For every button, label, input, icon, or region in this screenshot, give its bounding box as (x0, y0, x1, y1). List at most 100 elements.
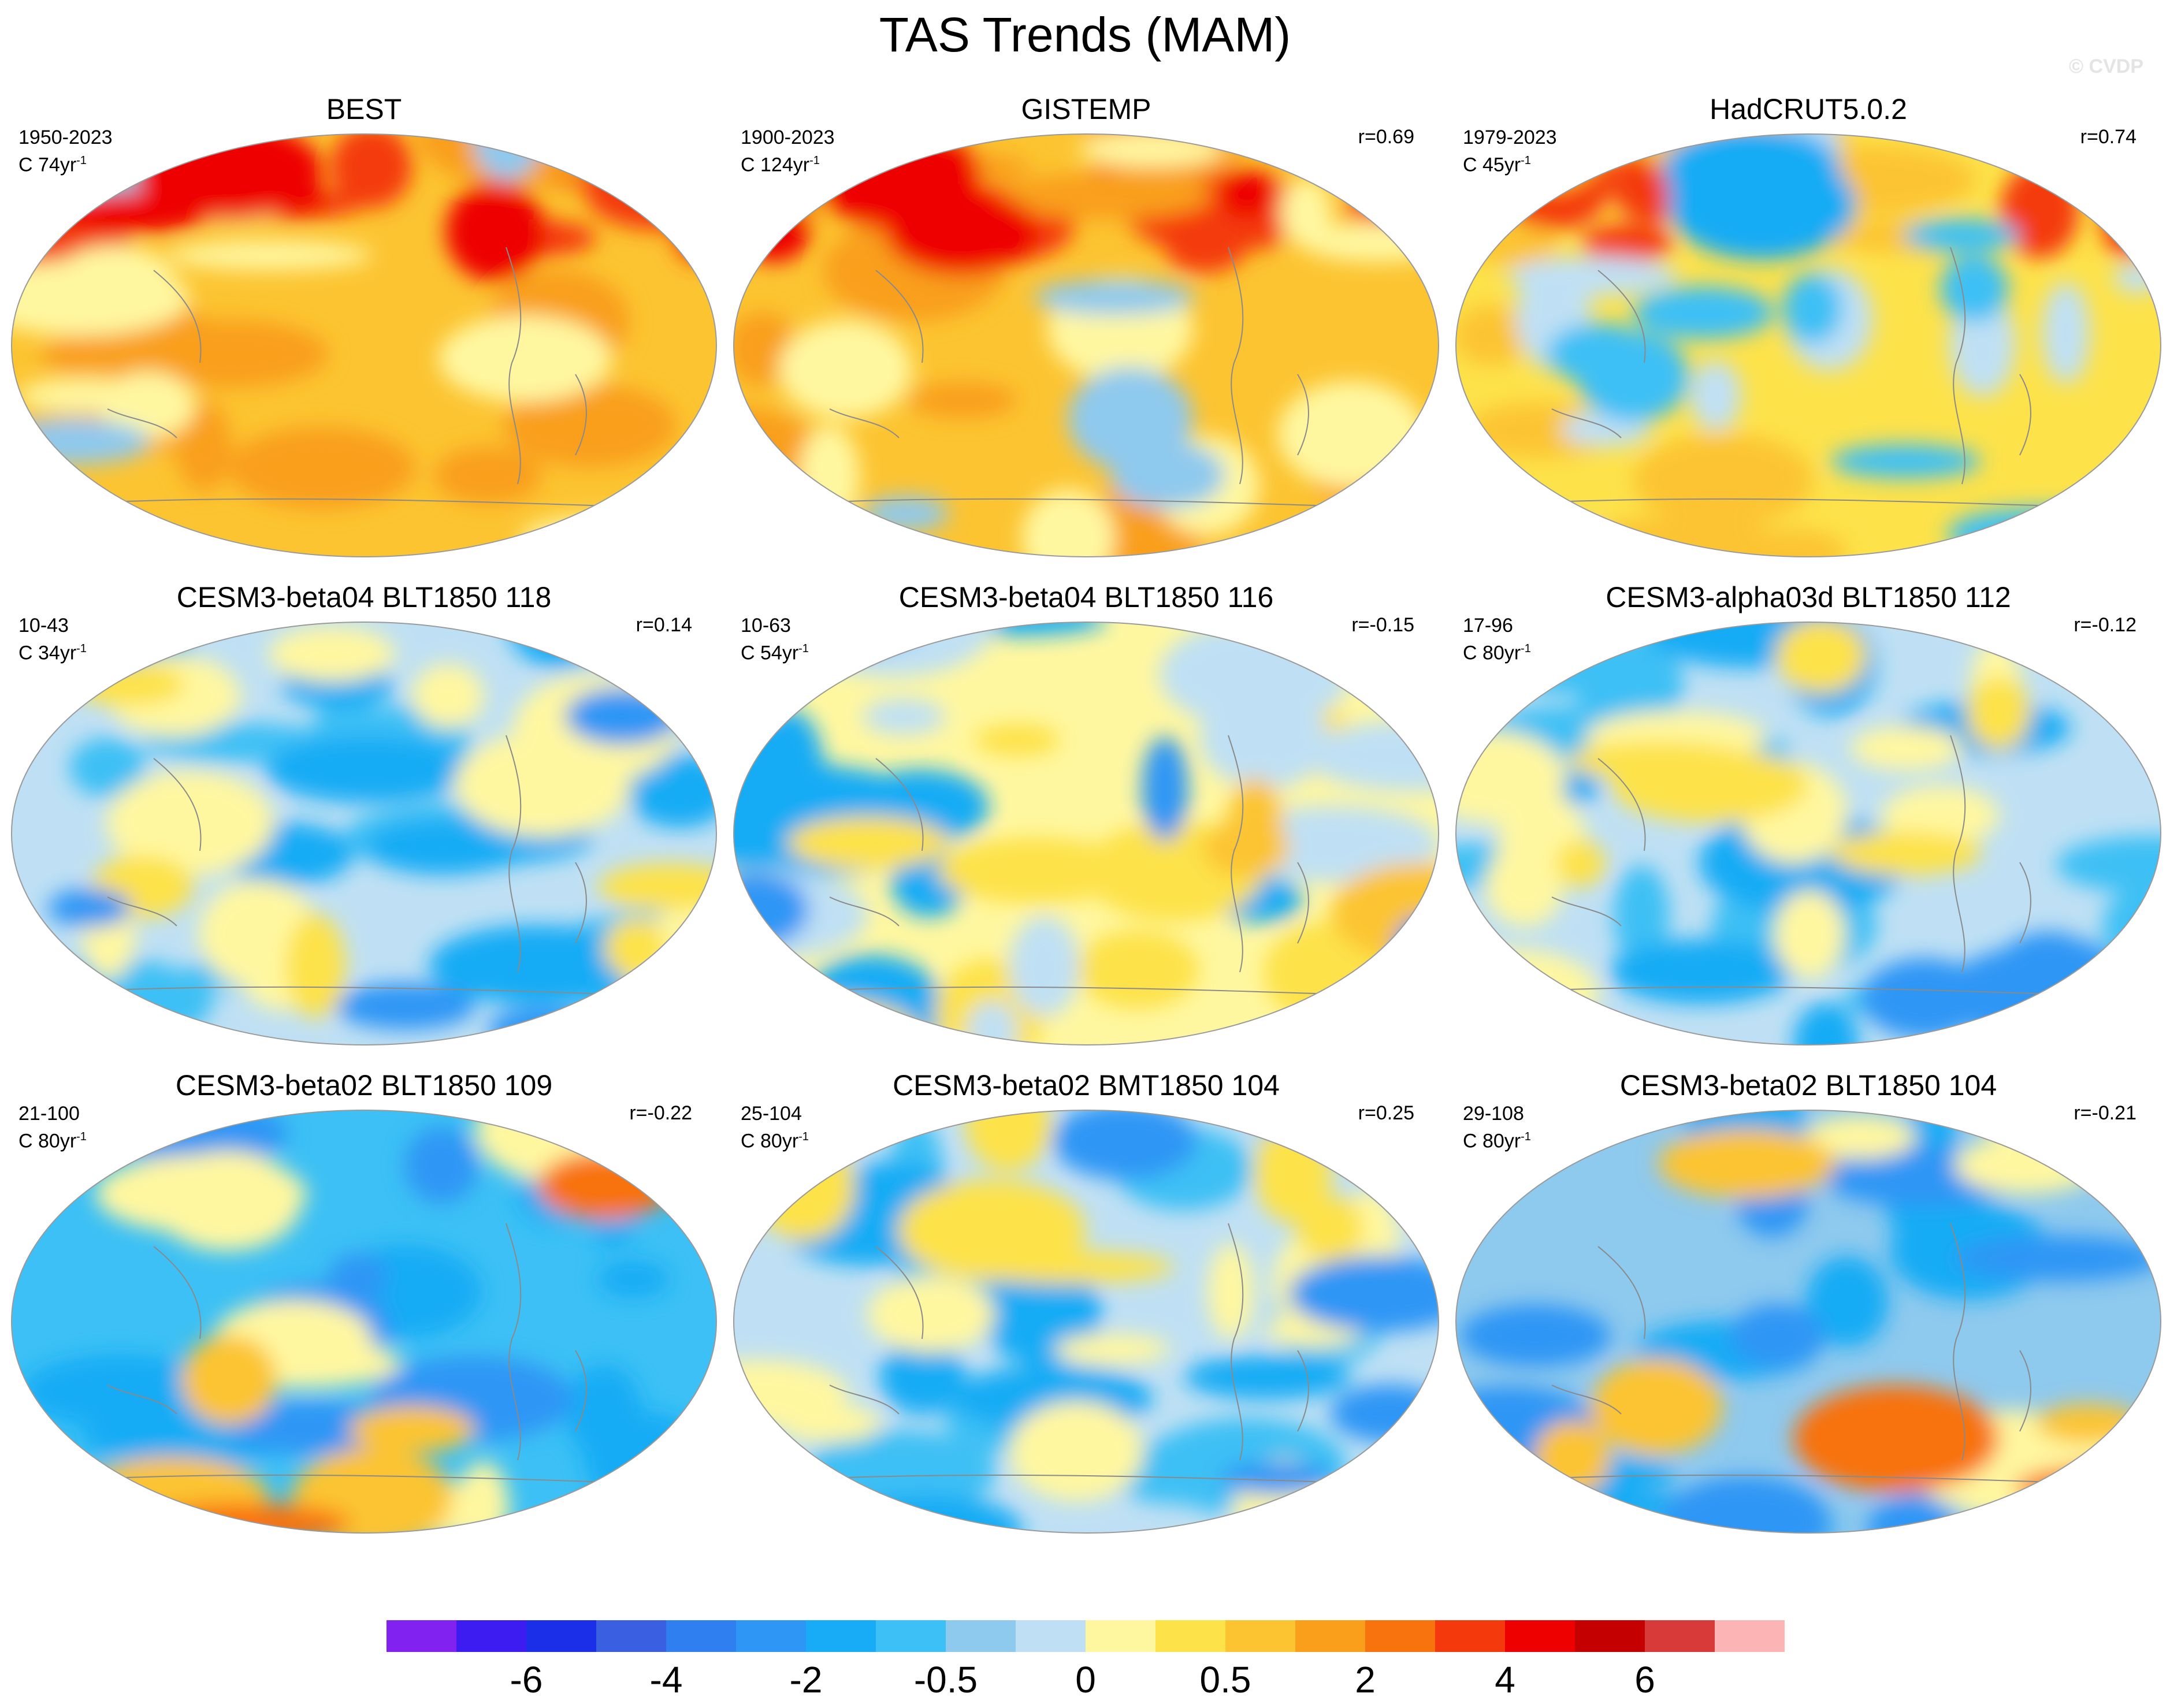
panel-correlation: r=0.14 (636, 614, 692, 636)
trend-field-patch (265, 735, 471, 803)
coastline (1551, 247, 2090, 508)
trend-field-patch (1967, 676, 2031, 750)
trend-field-patch (1034, 280, 1195, 315)
map-panel: CESM3-alpha03d BLT1850 112 17-96 C 80yr-1 r… (1450, 581, 2167, 1048)
trend-field-patch (1280, 177, 1332, 247)
trend-field-patch (2035, 1404, 2142, 1443)
trend-field-patch (757, 622, 852, 654)
colorbar-box (456, 1620, 526, 1652)
trend-field-patch (2113, 263, 2161, 293)
trend-field-patch (1456, 525, 1520, 557)
trend-field-patch (454, 731, 631, 837)
colorbar-box (1086, 1620, 1155, 1652)
trend-field-patch (1667, 150, 1856, 260)
panel-length-exponent: -1 (798, 642, 809, 655)
trend-map (1455, 622, 2161, 1045)
trend-map (733, 133, 1439, 557)
panel-length: C 80yr-1 (741, 1125, 809, 1152)
trend-field-patch (1613, 865, 1670, 967)
trend-field-patch (1021, 489, 1115, 557)
trend-field-patch (597, 1260, 670, 1298)
trend-field-patch (779, 320, 912, 419)
panel-length-exponent: -1 (1521, 1130, 1531, 1143)
trend-field-patch (69, 737, 146, 798)
trend-field-patch (650, 1110, 716, 1140)
coastline (107, 735, 645, 996)
panel-correlation: r=-0.21 (2074, 1102, 2136, 1124)
panel-length-exponent: -1 (798, 1130, 809, 1143)
colorbar-box (876, 1620, 946, 1652)
trend-field-patch (734, 665, 782, 719)
panel-title: HadCRUT5.0.2 (1710, 93, 1907, 125)
panel-length-text: C 74yr (18, 154, 77, 176)
trend-field-patch (937, 837, 1132, 904)
map-outline (1455, 1110, 2161, 1534)
colorbar-box (1645, 1620, 1715, 1652)
panel-title: CESM3-beta02 BMT1850 104 (893, 1069, 1280, 1102)
panel-title: CESM3-beta02 BLT1850 109 (175, 1069, 553, 1102)
trend-field-patch (1730, 1304, 1826, 1368)
trend-field-patch (1009, 916, 1080, 1017)
trend-field-patch (749, 622, 920, 653)
trend-field-patch (787, 816, 949, 869)
map-panel: CESM3-beta02 BLT1850 104 29-108 C 80yr-1 r=… (1450, 1069, 2167, 1536)
trend-field-patch (863, 698, 945, 735)
trend-field-patch (1296, 1196, 1364, 1262)
trend-field-patch (1277, 381, 1425, 488)
panel-length: C 80yr-1 (1463, 637, 1531, 664)
panel-length: C 74yr-1 (18, 149, 87, 176)
trend-field-patch (1207, 1243, 1254, 1340)
map-outline (733, 133, 1439, 557)
trend-field-patch (737, 199, 811, 262)
trend-field-patch (1782, 273, 1842, 344)
colorbar-box (806, 1620, 876, 1652)
panel-correlation: r=0.69 (1358, 126, 1414, 148)
trend-field-patch (1547, 323, 1652, 384)
trend-field-patch (1456, 996, 1587, 1045)
coastline (829, 1223, 1368, 1484)
trend-field-patch (2101, 189, 2161, 258)
map-outline (11, 133, 717, 557)
panel-length-text: C 80yr (1463, 642, 1521, 664)
panel-length-exponent: -1 (809, 154, 820, 167)
trend-field-patch (349, 1406, 475, 1453)
trend-field-patch (53, 245, 175, 320)
panel-length-exponent: -1 (76, 154, 87, 167)
trend-field-patch (579, 134, 697, 165)
trend-field-patch (1610, 939, 1793, 1004)
panel-length-exponent: -1 (1521, 642, 1531, 655)
trend-field-patch (166, 240, 373, 270)
map-panel: GISTEMP 1900-2023 C 124yr-1 r=0.69 (728, 92, 1444, 560)
trend-field-patch (47, 888, 132, 928)
coastline (107, 247, 645, 508)
trend-field-patch (1217, 169, 1276, 219)
trend-field-patch (1690, 360, 1741, 430)
panel-length-text: C 80yr (1463, 1130, 1521, 1152)
panel-period: 10-63 (741, 615, 791, 637)
trend-field-patch (1499, 519, 1611, 557)
panel-length: C 34yr-1 (18, 637, 87, 664)
trend-map (1455, 133, 2161, 557)
trend-field-patch (12, 134, 138, 161)
trend-map (733, 1110, 1439, 1534)
panel-period: 10-43 (18, 615, 69, 637)
panel-length-text: C 45yr (1463, 154, 1521, 176)
trend-field-patch (1054, 1334, 1171, 1365)
colorbar-box (1715, 1620, 1785, 1652)
map-outline (1455, 622, 2161, 1045)
panel-period: 1950-2023 (18, 126, 113, 148)
trend-field-patch (1954, 1236, 2161, 1282)
map-panel: HadCRUT5.0.2 1979-2023 C 45yr-1 r=0.74 (1450, 92, 2167, 560)
panel-period: 1900-2023 (741, 126, 835, 148)
map-panel: CESM3-beta02 BMT1850 104 25-104 C 80yr-1 r=… (728, 1069, 1444, 1536)
panel-title: CESM3-beta02 BLT1850 104 (1619, 1069, 1997, 1102)
trend-field-patch (1159, 622, 1351, 727)
trend-field-patch (2064, 622, 2161, 656)
trend-field-patch (1184, 1355, 1351, 1400)
trend-field-patch (106, 770, 274, 876)
trend-field-patch (72, 662, 186, 706)
trend-field-patch (1456, 305, 1530, 366)
trend-field-patch (76, 1457, 269, 1533)
colorbar-tick-label: 0 (1075, 1659, 1096, 1700)
coastline (829, 247, 1368, 508)
